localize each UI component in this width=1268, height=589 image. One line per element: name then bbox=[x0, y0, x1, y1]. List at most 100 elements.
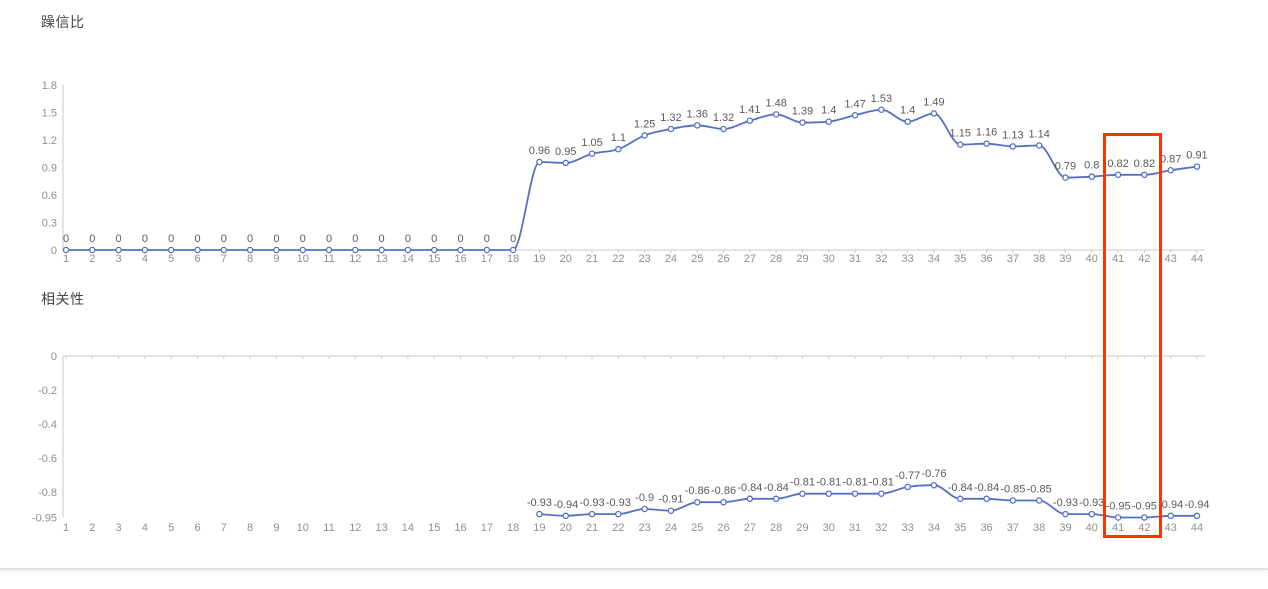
x-tick-label: 16 bbox=[454, 253, 466, 265]
x-tick-label: 10 bbox=[297, 253, 309, 265]
data-point bbox=[693, 498, 701, 506]
data-point bbox=[194, 246, 201, 254]
x-tick-label: 8 bbox=[247, 522, 253, 534]
x-tick-label: 39 bbox=[1059, 253, 1071, 265]
data-point-label: -0.93 bbox=[580, 497, 605, 509]
data-point bbox=[825, 490, 833, 497]
data-point bbox=[957, 141, 964, 148]
data-point bbox=[904, 483, 911, 491]
x-tick-label: 29 bbox=[796, 253, 808, 265]
data-point-label: -0.86 bbox=[711, 485, 736, 497]
data-point-label: 0 bbox=[273, 233, 279, 245]
x-tick-label: 42 bbox=[1138, 253, 1150, 265]
data-point bbox=[1062, 510, 1069, 518]
x-tick-label: 20 bbox=[560, 253, 572, 265]
data-point bbox=[62, 246, 70, 254]
data-point-label: 1.48 bbox=[765, 97, 786, 109]
data-point-label: -0.85 bbox=[1000, 484, 1025, 496]
data-point bbox=[641, 132, 648, 139]
data-point-label: -0.81 bbox=[790, 477, 815, 489]
x-tick-label: 6 bbox=[194, 253, 200, 265]
x-tick-label: 33 bbox=[902, 522, 914, 534]
x-tick-label: 12 bbox=[349, 522, 361, 534]
data-point-label: -0.81 bbox=[869, 477, 894, 489]
data-point-label: 0 bbox=[431, 233, 437, 245]
data-point bbox=[930, 110, 938, 117]
x-tick-label: 38 bbox=[1033, 522, 1045, 534]
data-point bbox=[615, 510, 622, 518]
data-point bbox=[1088, 173, 1096, 180]
data-point bbox=[1193, 163, 1201, 170]
x-tick-label: 3 bbox=[116, 522, 122, 534]
data-point-label: 0 bbox=[63, 233, 69, 245]
x-tick-label: 23 bbox=[639, 522, 651, 534]
data-point bbox=[115, 246, 122, 254]
data-point bbox=[378, 246, 385, 254]
x-tick-label: 2 bbox=[89, 522, 95, 534]
data-point-label: 1.16 bbox=[976, 127, 997, 139]
y-tick-label: -0.8 bbox=[38, 487, 57, 499]
data-point bbox=[615, 145, 622, 153]
data-point-label: 1.1 bbox=[611, 132, 626, 144]
x-tick-label: 29 bbox=[796, 522, 808, 534]
data-point-label: -0.95 bbox=[1106, 501, 1131, 513]
x-tick-label: 4 bbox=[142, 253, 148, 265]
data-point-label: -0.93 bbox=[527, 497, 552, 509]
x-tick-label: 31 bbox=[849, 253, 861, 265]
nsr-chart-title: 躁信比 bbox=[41, 14, 85, 30]
data-point-label: 0.95 bbox=[555, 146, 576, 158]
data-point bbox=[1009, 497, 1017, 504]
x-tick-label: 1 bbox=[63, 522, 69, 534]
x-tick-label: 3 bbox=[116, 253, 122, 265]
x-tick-label: 4 bbox=[142, 522, 148, 534]
data-point-label: 0 bbox=[352, 233, 358, 245]
data-point bbox=[772, 111, 780, 118]
data-point bbox=[1193, 512, 1201, 520]
data-point-label: 1.41 bbox=[739, 104, 760, 116]
x-tick-label: 28 bbox=[770, 253, 782, 265]
x-tick-label: 11 bbox=[323, 253, 334, 265]
x-tick-label: 1 bbox=[63, 253, 69, 265]
data-point bbox=[220, 246, 228, 254]
x-tick-label: 43 bbox=[1165, 253, 1177, 265]
data-point-label: 1.13 bbox=[1002, 129, 1023, 141]
x-tick-label: 30 bbox=[823, 253, 835, 265]
x-tick-label: 26 bbox=[717, 522, 729, 534]
data-point bbox=[1141, 514, 1148, 521]
data-point bbox=[588, 150, 596, 157]
y-tick-label: -0.4 bbox=[38, 419, 57, 431]
y-tick-label: -0.6 bbox=[38, 453, 57, 465]
data-point bbox=[483, 246, 491, 254]
x-tick-label: 37 bbox=[1007, 253, 1019, 265]
x-tick-label: 34 bbox=[928, 253, 940, 265]
x-tick-label: 16 bbox=[454, 522, 466, 534]
data-point-label: 0 bbox=[457, 233, 463, 245]
x-tick-label: 33 bbox=[902, 253, 914, 265]
x-tick-label: 10 bbox=[297, 522, 309, 534]
highlight-rectangle bbox=[1102, 133, 1163, 538]
data-point-label: 0.79 bbox=[1055, 161, 1076, 173]
x-tick-label: 19 bbox=[533, 253, 545, 265]
x-tick-label: 31 bbox=[849, 522, 861, 534]
data-point-label: 1.4 bbox=[900, 105, 915, 117]
data-point bbox=[562, 512, 569, 520]
data-point-label: 0.91 bbox=[1186, 150, 1207, 162]
x-tick-label: 8 bbox=[247, 253, 253, 265]
x-tick-label: 22 bbox=[612, 253, 624, 265]
x-tick-label: 35 bbox=[954, 522, 966, 534]
data-point bbox=[930, 481, 938, 489]
x-tick-label: 39 bbox=[1059, 522, 1071, 534]
data-point bbox=[1035, 142, 1043, 149]
data-point-label: -0.91 bbox=[658, 494, 683, 506]
data-point-label: -0.84 bbox=[948, 482, 973, 494]
data-point-label: 0 bbox=[326, 233, 332, 245]
data-point-label: -0.9 bbox=[635, 492, 654, 504]
data-point-label: 0 bbox=[300, 233, 306, 245]
x-tick-label: 18 bbox=[507, 522, 519, 534]
data-point-label: 0 bbox=[89, 233, 95, 245]
data-point-label: 1.15 bbox=[950, 128, 971, 140]
x-tick-label: 36 bbox=[980, 522, 992, 534]
x-tick-label: 44 bbox=[1191, 522, 1203, 534]
data-point-label: 0 bbox=[142, 233, 148, 245]
x-tick-label: 41 bbox=[1112, 522, 1124, 534]
